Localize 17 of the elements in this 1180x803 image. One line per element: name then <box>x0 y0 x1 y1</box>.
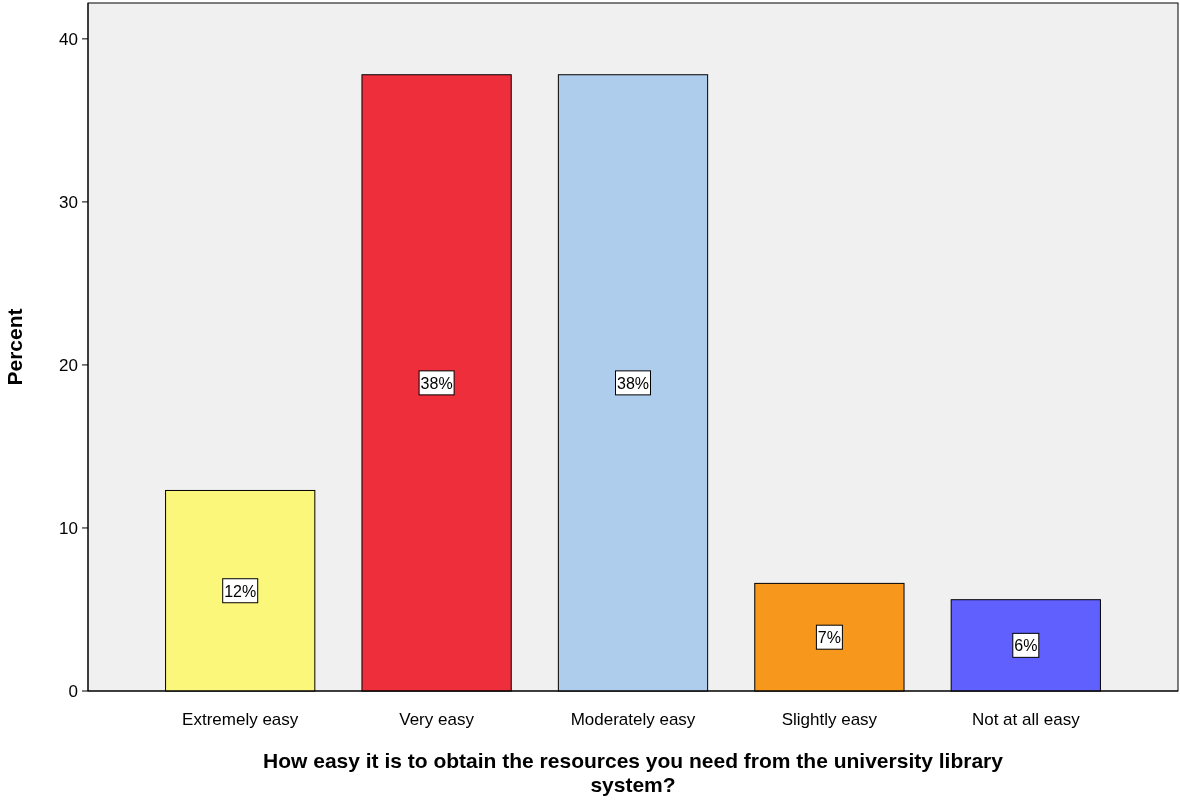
data-label: 38% <box>420 374 453 392</box>
y-tick-label: 30 <box>59 192 78 212</box>
data-label: 6% <box>1014 637 1038 655</box>
y-tick-label: 10 <box>59 518 78 538</box>
x-tick-label: Moderately easy <box>570 710 696 729</box>
y-tick-label: 40 <box>59 29 78 49</box>
data-label: 12% <box>224 582 257 600</box>
x-axis-title: How easy it is to obtain the resources you need from the university library system? <box>263 749 1004 796</box>
data-label: 38% <box>616 374 650 392</box>
y-tick-label: 0 <box>68 682 78 701</box>
x-tick-label: Extremely easy <box>182 710 299 729</box>
data-label: 7% <box>817 629 841 647</box>
x-tick-label: Not at all easy <box>971 710 1081 729</box>
y-axis-title: Percent <box>3 308 26 386</box>
y-tick-label: 20 <box>59 355 78 375</box>
x-tick-label: Slightly easy <box>781 710 878 729</box>
x-tick-label: Very easy <box>399 710 475 729</box>
